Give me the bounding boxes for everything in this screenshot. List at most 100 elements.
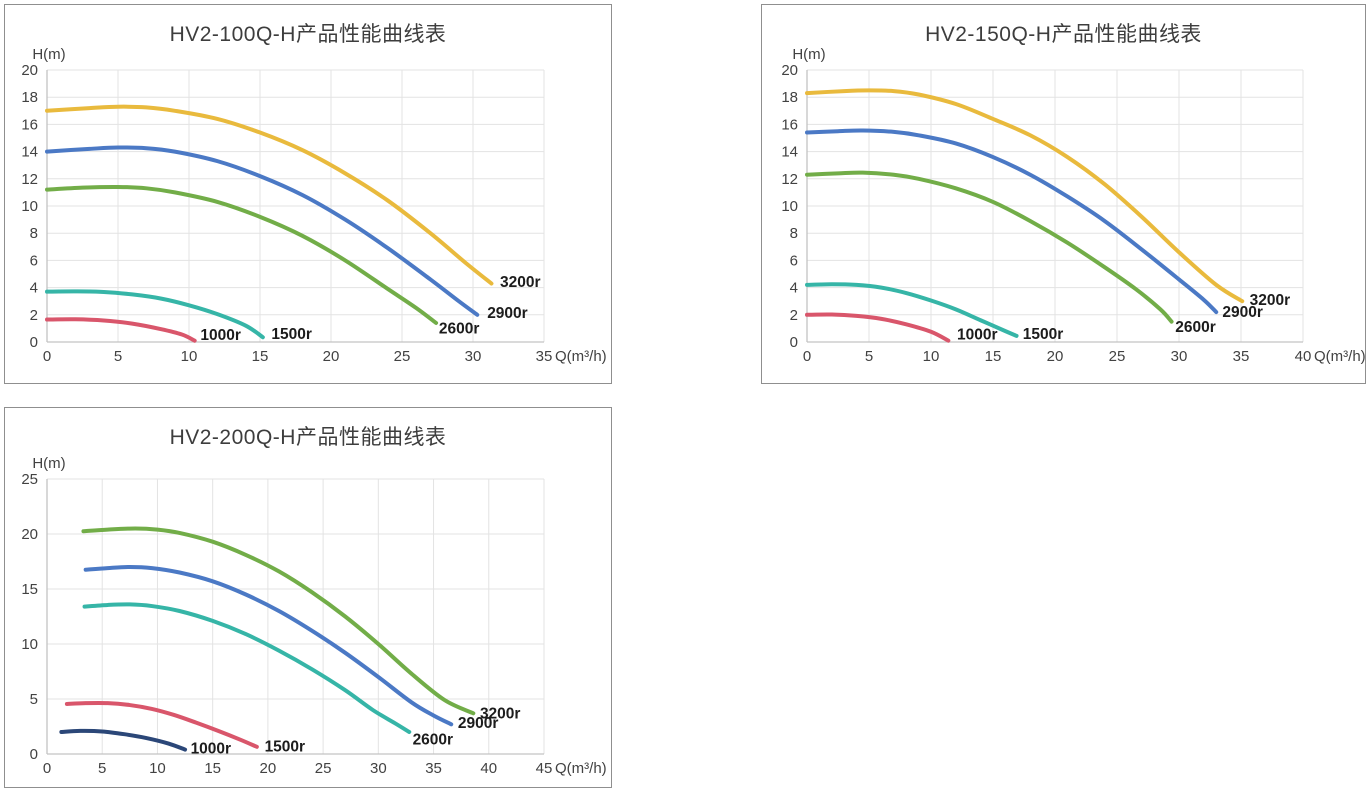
svg-text:30: 30 — [370, 760, 387, 777]
curve-label-2600r: 2600r — [439, 320, 480, 337]
svg-text:20: 20 — [1047, 348, 1064, 365]
svg-text:20: 20 — [21, 62, 38, 79]
y-axis-label: H(m) — [32, 46, 65, 63]
svg-text:16: 16 — [781, 116, 798, 133]
curve-2900r — [805, 128, 1219, 315]
y-tick-labels: 0 2 4 6 8 10 12 14 16 18 20 — [781, 62, 798, 351]
curve-label-2900r: 2900r — [458, 715, 499, 732]
x-tick-labels: 0 5 10 15 20 25 30 35 40 — [803, 348, 1312, 365]
curve-label-3200r: 3200r — [1250, 292, 1291, 309]
svg-text:14: 14 — [21, 144, 38, 161]
chart-plot-hv2-100q-h: 0 5 10 15 20 25 30 35 Q(m³/h)02468101214161820H(… — [21, 46, 606, 365]
svg-text:10: 10 — [21, 198, 38, 215]
chart-card-hv2-200q-h: HV2-200Q-H产品性能曲线表 0 5 10 15 20 25 30 35 40 45 Q(m³… — [4, 407, 612, 788]
curve-label-2600r: 2600r — [1175, 319, 1216, 336]
svg-text:8: 8 — [30, 225, 38, 242]
svg-text:4: 4 — [30, 280, 38, 297]
svg-text:15: 15 — [252, 348, 269, 365]
curve-label-1500r: 1500r — [265, 738, 306, 755]
chart-title-hv2-150q-h: HV2-150Q-H产品性能曲线表 — [925, 23, 1202, 46]
y-tick-labels: 0 5 10 15 20 25 — [21, 471, 38, 763]
svg-text:5: 5 — [865, 348, 873, 365]
chart-title-hv2-200q-h: HV2-200Q-H产品性能曲线表 — [169, 426, 447, 449]
curve-label-1000r: 1000r — [957, 327, 998, 344]
svg-text:20: 20 — [21, 526, 38, 543]
x-tick-labels: 0 5 10 15 20 25 30 35 40 45 — [43, 760, 553, 777]
svg-text:8: 8 — [790, 225, 798, 242]
svg-text:30: 30 — [1171, 348, 1188, 365]
curve-label-1000r: 1000r — [191, 741, 232, 758]
curve-label-1000r: 1000r — [200, 327, 241, 344]
curve-label-3200r: 3200r — [480, 705, 521, 722]
curve-1000r — [59, 728, 188, 752]
svg-text:25: 25 — [315, 760, 332, 777]
chart-card-hv2-150q-h: HV2-150Q-H产品性能曲线表 0 5 10 15 20 25 30 35 40 Q(m³/h… — [761, 4, 1366, 384]
svg-text:20: 20 — [781, 62, 798, 79]
svg-text:16: 16 — [21, 116, 38, 133]
svg-text:30: 30 — [465, 348, 482, 365]
curve-label-2900r: 2900r — [487, 305, 528, 322]
svg-text:15: 15 — [985, 348, 1002, 365]
axis-lines — [46, 479, 544, 755]
svg-text:25: 25 — [394, 348, 411, 365]
axis-lines — [806, 70, 1303, 343]
svg-text:5: 5 — [114, 348, 122, 365]
x-tick-labels: 0 5 10 15 20 25 30 35 — [43, 348, 553, 365]
svg-text:35: 35 — [1233, 348, 1250, 365]
chart-title-hv2-100q-h: HV2-100Q-H产品性能曲线表 — [169, 23, 447, 46]
gridlines — [47, 69, 545, 342]
curve-label-1500r: 1500r — [1023, 326, 1064, 343]
svg-text:5: 5 — [98, 760, 106, 777]
svg-text:2: 2 — [790, 307, 798, 324]
curve-label-2900r: 2900r — [1222, 304, 1263, 321]
svg-text:10: 10 — [781, 198, 798, 215]
curve-1000r — [805, 312, 951, 343]
y-axis-label: H(m) — [792, 46, 825, 63]
svg-text:4: 4 — [790, 280, 798, 297]
svg-text:40: 40 — [480, 760, 497, 777]
curve-2600r — [82, 602, 412, 734]
x-axis-unit-label: Q(m³/h) — [555, 760, 607, 777]
curve-3200r — [81, 526, 476, 716]
svg-text:10: 10 — [149, 760, 166, 777]
svg-text:0: 0 — [803, 348, 811, 365]
curve-label-1500r: 1500r — [271, 326, 312, 343]
curve-2600r — [45, 184, 439, 325]
gridlines — [807, 69, 1304, 342]
curve-1000r — [45, 317, 197, 343]
svg-text:35: 35 — [536, 348, 553, 365]
svg-text:0: 0 — [43, 760, 51, 777]
curve-3200r — [805, 88, 1245, 304]
svg-text:12: 12 — [21, 171, 38, 188]
svg-text:18: 18 — [781, 89, 798, 106]
chart-plot-hv2-150q-h: 0 5 10 15 20 25 30 35 40 Q(m³/h) 0 2 4 6 8 10 12 14 16 18 20… — [781, 46, 1365, 365]
svg-text:25: 25 — [1109, 348, 1126, 365]
svg-text:10: 10 — [181, 348, 198, 365]
x-axis-unit-label: Q(m³/h) — [1314, 348, 1365, 365]
gridlines — [47, 478, 545, 754]
svg-text:15: 15 — [204, 760, 221, 777]
svg-text:0: 0 — [43, 348, 51, 365]
curve-2900r — [45, 145, 480, 317]
svg-text:20: 20 — [323, 348, 340, 365]
curve-3200r — [45, 104, 494, 286]
curve-label-3200r: 3200r — [500, 274, 541, 291]
curve-2900r — [83, 565, 454, 727]
curve-1500r — [64, 701, 259, 749]
svg-text:45: 45 — [536, 760, 553, 777]
svg-text:40: 40 — [1295, 348, 1312, 365]
chart-card-hv2-100q-h: HV2-100Q-H产品性能曲线表 0 5 10 15 20 25 30 35 Q(m³/h) 0… — [4, 4, 612, 384]
svg-text:6: 6 — [790, 252, 798, 269]
svg-text:12: 12 — [781, 171, 798, 188]
svg-text:10: 10 — [923, 348, 940, 365]
svg-text:35: 35 — [425, 760, 442, 777]
svg-text:0: 0 — [30, 746, 38, 763]
svg-text:0: 0 — [790, 334, 798, 351]
svg-text:25: 25 — [21, 471, 38, 488]
svg-text:0: 0 — [30, 334, 38, 351]
svg-text:10: 10 — [21, 636, 38, 653]
svg-text:5: 5 — [30, 691, 38, 708]
y-tick-labels: 0 2 4 6 8 10 12 14 16 18 20 — [21, 62, 38, 351]
curve-label-2600r: 2600r — [413, 732, 454, 749]
svg-text:6: 6 — [30, 252, 38, 269]
